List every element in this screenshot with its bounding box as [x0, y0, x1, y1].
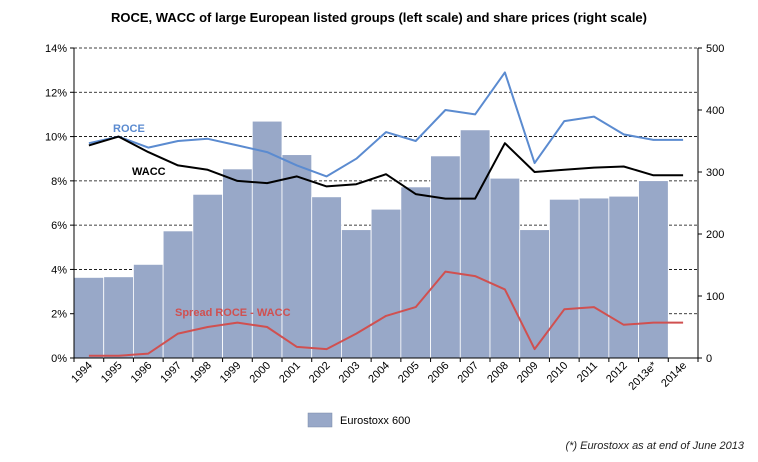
right-tick-label: 500: [706, 43, 724, 55]
right-tick-label: 100: [706, 291, 724, 303]
bar-eurostoxx-600: [400, 186, 431, 359]
x-tick-label: 2005: [396, 360, 422, 386]
bar-eurostoxx-600: [162, 230, 194, 359]
line-spread: [88, 270, 684, 357]
x-tick-label: 1996: [129, 360, 155, 386]
line-wacc: [88, 135, 684, 200]
bar-eurostoxx-600: [341, 229, 372, 359]
bar-eurostoxx-600: [638, 180, 669, 359]
bar-eurostoxx-600: [103, 276, 134, 359]
x-tick-label: 1995: [99, 360, 125, 386]
bar-eurostoxx-600: [519, 229, 550, 359]
x-tick-label: 2007: [455, 360, 481, 386]
x-tick-label: 1999: [218, 360, 244, 386]
bar-eurostoxx-600: [281, 154, 313, 359]
series-label-roce: ROCE: [113, 123, 145, 135]
bar-eurostoxx-600: [489, 177, 521, 359]
left-tick-label: 2%: [51, 309, 67, 321]
left-tick-label: 10%: [45, 132, 67, 144]
line-roce: [88, 71, 684, 178]
x-tick-label: 2010: [545, 360, 571, 386]
right-tick-label: 300: [706, 167, 724, 179]
bar-eurostoxx-600: [73, 276, 105, 359]
bar-eurostoxx-600: [311, 196, 342, 359]
right-tick-label: 0: [706, 353, 712, 365]
left-tick-label: 12%: [45, 87, 67, 99]
labels-layer: ROCE WACC Spread ROCE - WACC: [113, 123, 291, 319]
x-tick-label: 2011: [575, 360, 600, 385]
x-tick-label: 2003: [337, 360, 363, 386]
x-tick-label: 2012: [604, 360, 630, 386]
legend-label-eurostoxx-600: Eurostoxx 600: [340, 415, 410, 427]
x-tick-label: 2013e*: [626, 359, 660, 393]
lines-layer: [88, 71, 684, 357]
bar-eurostoxx-600: [430, 155, 461, 359]
bars-layer: [73, 120, 669, 359]
series-label-wacc: WACC: [132, 166, 166, 178]
left-tick-label: 14%: [45, 43, 67, 55]
x-tick-label: 2001: [277, 360, 303, 386]
left-tick-label: 0%: [51, 353, 67, 365]
left-tick-label: 8%: [51, 176, 67, 188]
x-tick-label: 2004: [366, 360, 392, 386]
bar-eurostoxx-600: [459, 129, 491, 359]
x-tick-label: 2014e: [659, 360, 689, 390]
x-tick-label: 1998: [188, 360, 214, 386]
legend-swatch-eurostoxx-600: [307, 412, 333, 428]
x-tick-label: 1994: [69, 360, 95, 386]
bar-eurostoxx-600: [549, 198, 580, 359]
series-label-spread: Spread ROCE - WACC: [175, 307, 291, 319]
right-tick-label: 200: [706, 229, 724, 241]
footnote: (*) Eurostoxx as at end of June 2013: [565, 440, 744, 452]
bar-eurostoxx-600: [370, 208, 402, 359]
bar-eurostoxx-600: [133, 263, 164, 359]
x-tick-label: 2006: [426, 360, 452, 386]
x-tick-label: 2009: [515, 360, 541, 386]
bar-eurostoxx-600: [222, 168, 253, 359]
bar-eurostoxx-600: [192, 193, 223, 359]
chart-title: ROCE, WACC of large European listed grou…: [110, 10, 647, 25]
legend: Eurostoxx 600: [307, 412, 410, 428]
left-tick-label: 4%: [51, 264, 67, 276]
bar-eurostoxx-600: [608, 195, 639, 359]
right-tick-label: 400: [706, 105, 724, 117]
left-tick-label: 6%: [51, 220, 67, 232]
bar-eurostoxx-600: [578, 197, 610, 359]
x-tick-label: 1997: [158, 360, 184, 386]
x-tick-label: 2002: [307, 360, 333, 386]
bar-eurostoxx-600: [251, 120, 283, 359]
x-tick-label: 2008: [485, 360, 511, 386]
x-tick-label: 2000: [247, 360, 273, 386]
